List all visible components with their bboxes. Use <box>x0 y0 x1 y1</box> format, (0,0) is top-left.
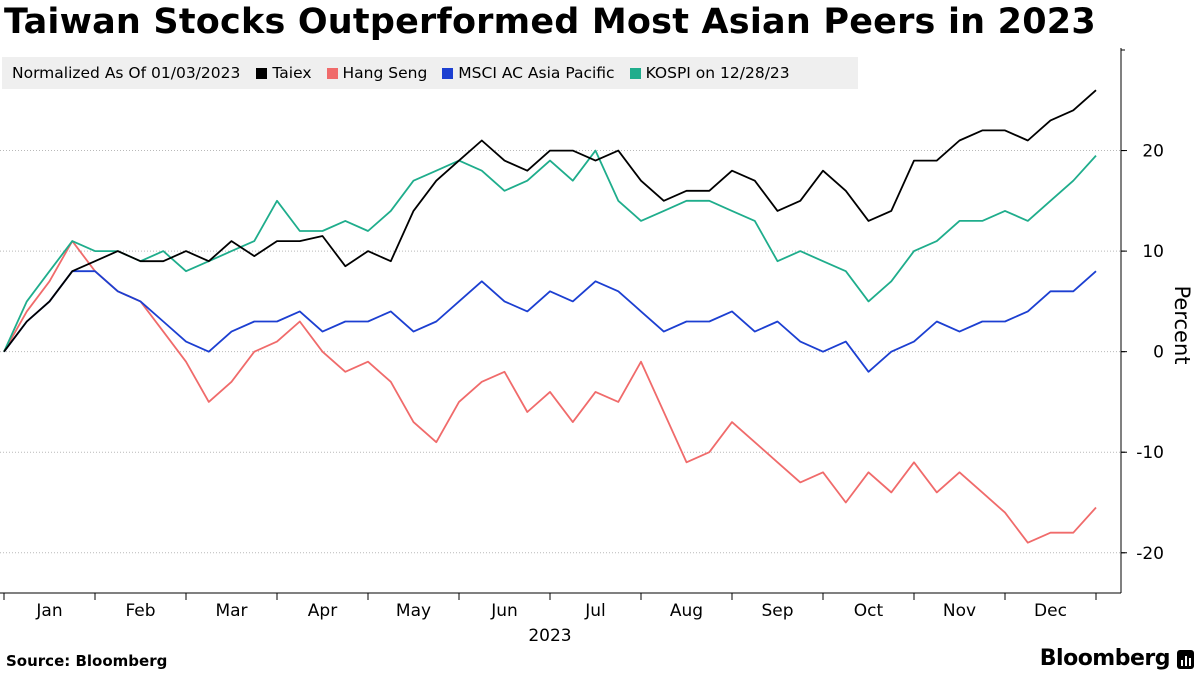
x-tick-label: Feb <box>125 601 155 621</box>
x-tick-label: Oct <box>854 601 884 621</box>
x-tick-label: Jul <box>584 601 606 621</box>
legend-label-msci: MSCI AC Asia Pacific <box>458 64 615 82</box>
legend-label-hang-seng: Hang Seng <box>342 64 428 82</box>
x-axis-year-label: 2023 <box>528 626 571 646</box>
legend-item-hang-seng: Hang Seng <box>326 64 428 82</box>
series-line-taiex <box>3 89 1097 353</box>
legend-swatch-msci <box>442 67 454 79</box>
bloomberg-chart-icon <box>1177 650 1194 669</box>
x-tick-label: Nov <box>943 601 976 621</box>
legend-item-msci: MSCI AC Asia Pacific <box>442 64 615 82</box>
legend: Normalized As Of 01/03/2023 Taiex Hang S… <box>2 57 858 89</box>
x-tick-label: Sep <box>761 601 793 621</box>
x-tick-label: Dec <box>1034 601 1067 621</box>
x-tick-label: Aug <box>670 601 703 621</box>
x-tick-label: Apr <box>308 601 337 621</box>
legend-swatch-kospi <box>629 67 641 79</box>
y-axis-title: Percent <box>1170 285 1194 364</box>
series-line-msci-ac-asia-pacific <box>3 270 1097 373</box>
y-tick-label: -20 <box>1136 544 1164 564</box>
legend-swatch-taiex <box>256 67 268 79</box>
chart-title: Taiwan Stocks Outperformed Most Asian Pe… <box>4 2 1096 42</box>
series-line-kospi-on-12-28-23 <box>3 149 1097 353</box>
legend-note: Normalized As Of 01/03/2023 <box>12 64 241 82</box>
brand-logo: Bloomberg <box>1039 646 1171 671</box>
series-line-hang-seng <box>3 240 1097 544</box>
y-tick-label: 0 <box>1153 343 1164 363</box>
x-tick-label: Jun <box>490 601 518 621</box>
legend-item-taiex: Taiex <box>256 64 312 82</box>
legend-label-taiex: Taiex <box>272 64 312 82</box>
y-tick-label: 10 <box>1142 242 1164 262</box>
x-tick-label: May <box>396 601 431 621</box>
y-tick-label: -10 <box>1136 443 1164 463</box>
legend-swatch-hang-seng <box>326 67 338 79</box>
x-tick-label: Mar <box>215 601 247 621</box>
x-tick-label: Jan <box>35 601 62 621</box>
y-tick-label: 20 <box>1142 142 1164 162</box>
source-note: Source: Bloomberg <box>6 652 168 670</box>
legend-label-kospi: KOSPI on 12/28/23 <box>645 64 790 82</box>
legend-item-kospi: KOSPI on 12/28/23 <box>629 64 790 82</box>
